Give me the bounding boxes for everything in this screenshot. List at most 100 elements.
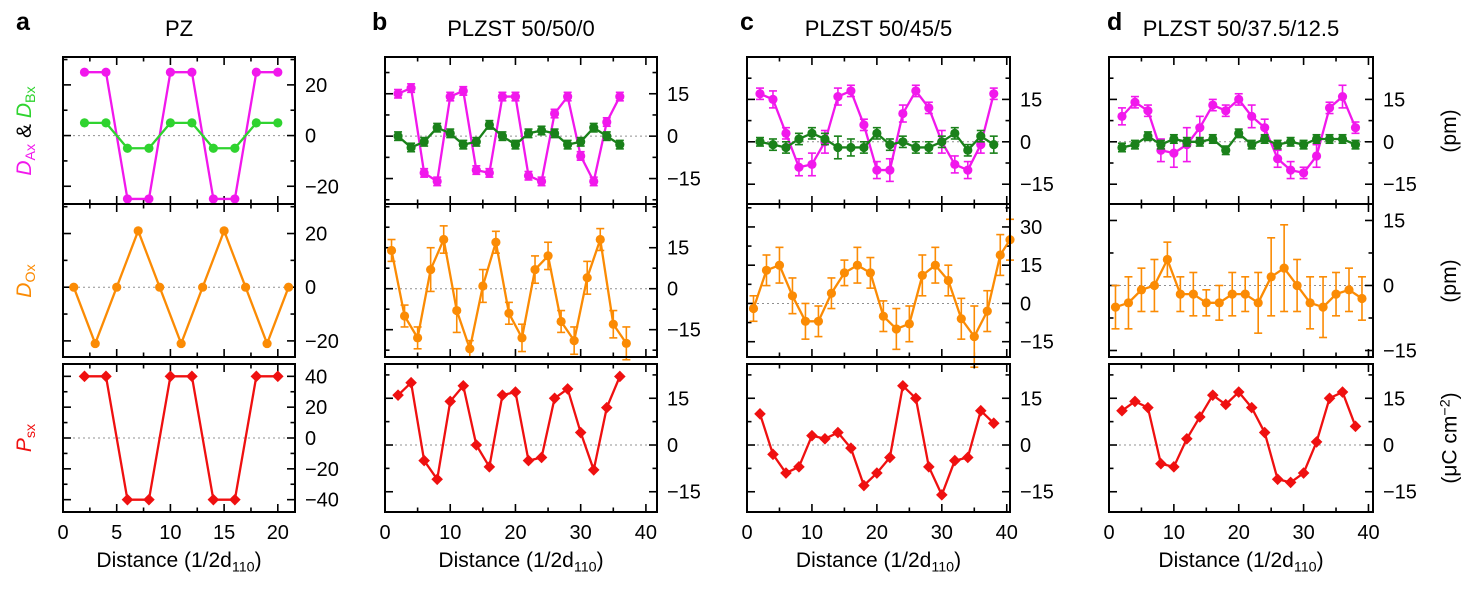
y-tick-label: 20 xyxy=(305,397,327,419)
x-axis-label-d: Distance (1/2d110) xyxy=(1109,549,1373,575)
label-segment: D xyxy=(12,282,36,298)
data-point-circle xyxy=(523,171,534,181)
y-tick-label: −15 xyxy=(1383,482,1417,504)
data-point-circle xyxy=(1227,289,1237,299)
label-segment: −2 xyxy=(1437,399,1454,416)
y-tick-label: 0 xyxy=(305,428,316,450)
plot-frame xyxy=(62,203,296,358)
data-point-circle xyxy=(872,165,882,175)
plot-frame xyxy=(384,203,658,358)
y-tick-label: 15 xyxy=(1383,388,1405,410)
y-tick-label: −20 xyxy=(305,459,339,481)
data-point-circle xyxy=(911,142,921,153)
data-point-diamond xyxy=(1349,420,1362,433)
data-point-diamond xyxy=(392,389,404,401)
data-point-circle xyxy=(133,226,143,236)
data-point-circle xyxy=(208,194,218,204)
data-point-circle xyxy=(950,128,960,138)
plot-d-polarization: 15 0 −15 0 10 20 30 40 xyxy=(1095,354,1435,563)
data-point-circle xyxy=(904,319,914,329)
data-point-circle xyxy=(530,264,540,275)
data-point-diamond xyxy=(1297,467,1310,479)
data-point-circle xyxy=(982,306,992,316)
x-tick-label: 10 xyxy=(159,522,181,544)
data-point-diamond xyxy=(1284,476,1297,489)
y-tick-label: 15 xyxy=(667,388,689,410)
data-point-circle xyxy=(187,67,197,77)
data-point-circle xyxy=(251,118,261,128)
data-point-circle xyxy=(891,324,901,334)
data-point-circle xyxy=(1201,298,1211,308)
y-tick-label: −15 xyxy=(1383,174,1417,196)
data-point-circle xyxy=(549,128,560,138)
data-point-diamond xyxy=(614,370,626,383)
data-point-circle xyxy=(794,162,804,172)
label-segment: ) xyxy=(1438,392,1462,400)
label-segment: Ox xyxy=(23,263,40,283)
data-point-circle xyxy=(273,118,283,128)
data-point-diamond xyxy=(961,451,974,464)
data-point-diamond xyxy=(121,493,134,506)
data-point-circle xyxy=(471,165,481,175)
data-point-circle xyxy=(510,140,521,150)
data-point-circle xyxy=(1298,168,1309,178)
label-segment: ) xyxy=(596,549,604,572)
plot-c-polarization: 15 0 −15 0 10 20 30 40 xyxy=(733,354,1072,563)
data-point-circle xyxy=(1286,137,1296,147)
data-point-diamond xyxy=(405,376,417,389)
data-point-circle xyxy=(943,275,953,286)
data-point-diamond xyxy=(1129,395,1141,408)
data-point-circle xyxy=(1337,91,1348,102)
data-point-circle xyxy=(865,268,875,278)
label-segment: Bx xyxy=(23,85,40,103)
data-point-circle xyxy=(898,137,908,147)
data-point-circle xyxy=(419,137,429,147)
data-point-circle xyxy=(1195,137,1205,147)
data-point-circle xyxy=(393,131,403,141)
data-point-circle xyxy=(761,265,772,275)
y-tick-label: 30 xyxy=(1020,217,1042,239)
x-tick-label: 40 xyxy=(635,522,657,544)
data-point-circle xyxy=(419,168,429,178)
plot-d-oxygen-displacement: 15 0 −15 xyxy=(1095,194,1435,374)
data-point-circle xyxy=(112,282,122,292)
data-point-circle xyxy=(445,91,455,102)
data-point-circle xyxy=(79,118,90,128)
x-tick-label: 0 xyxy=(379,522,390,544)
y-tick-label: 15 xyxy=(1020,89,1042,111)
data-point-diamond xyxy=(884,451,896,464)
y-tick-label: −20 xyxy=(305,331,339,353)
data-point-circle xyxy=(781,128,791,138)
data-point-circle xyxy=(1221,106,1231,116)
data-point-circle xyxy=(1143,106,1153,116)
data-point-diamond xyxy=(574,426,587,439)
data-point-diamond xyxy=(1181,432,1193,445)
unit-label-pm-top: (pm) xyxy=(1438,109,1462,152)
y-tick-label: 15 xyxy=(667,84,689,106)
data-point-circle xyxy=(208,143,218,153)
label-segment: Distance (1/2d xyxy=(795,549,932,572)
panel-a-title: PZ xyxy=(164,16,194,41)
series-D_Ox xyxy=(1110,224,1367,339)
data-point-diamond xyxy=(509,386,522,398)
data-point-circle xyxy=(478,281,488,291)
data-point-circle xyxy=(1117,142,1127,153)
x-axis-label-b: Distance (1/2d110) xyxy=(385,549,657,575)
data-point-circle xyxy=(230,194,240,204)
data-point-diamond xyxy=(164,370,177,383)
data-point-circle xyxy=(1169,134,1179,144)
data-point-diamond xyxy=(793,461,805,473)
unit-label-pm-middle: (pm) xyxy=(1438,259,1462,302)
data-point-circle xyxy=(262,338,272,349)
data-point-circle xyxy=(144,143,154,153)
data-point-circle xyxy=(1247,140,1257,150)
panel-svg: 15 0 −15 xyxy=(384,203,701,361)
data-point-circle xyxy=(413,333,423,343)
data-point-circle xyxy=(439,234,449,245)
data-point-diamond xyxy=(897,380,909,392)
panel-svg: 20 0 −20 xyxy=(62,56,339,205)
data-point-circle xyxy=(839,268,850,278)
data-point-circle xyxy=(155,282,165,292)
y-tick-label: 0 xyxy=(305,277,316,299)
